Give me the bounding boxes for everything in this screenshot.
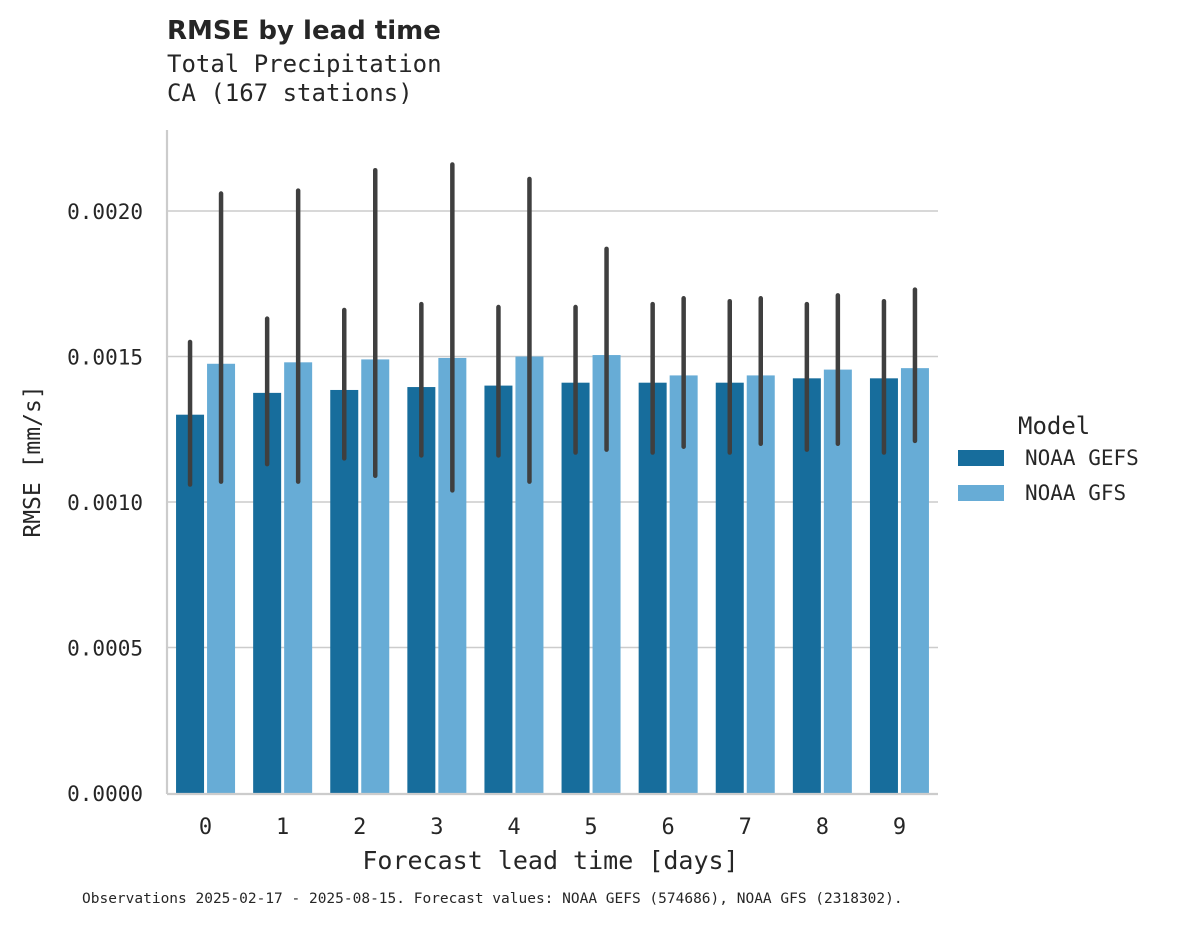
axes — [165, 130, 938, 796]
legend-label-gfs: NOAA GFS — [1025, 480, 1127, 505]
error-bars — [187, 162, 918, 493]
chart-title: RMSE by lead time — [167, 16, 441, 46]
grid-lines — [167, 210, 938, 649]
legend-swatch-gfs — [958, 484, 1004, 501]
legend-swatch-gefs — [958, 449, 1004, 466]
legend-title: Model — [1018, 412, 1091, 440]
footnote: Observations 2025-02-17 - 2025-08-15. Fo… — [82, 891, 903, 907]
x-tick-label: 3 — [430, 815, 443, 840]
x-tick-labels: 0 1 2 3 4 5 6 7 8 9 — [199, 815, 906, 840]
bars — [176, 355, 929, 793]
y-tick-label: 0.0010 — [67, 491, 143, 515]
x-tick-label: 8 — [816, 815, 829, 840]
x-tick-label: 9 — [893, 815, 906, 840]
x-tick-label: 6 — [662, 815, 675, 840]
legend-item-gfs: NOAA GFS — [958, 475, 1139, 510]
y-tick-label: 0.0000 — [67, 782, 143, 806]
y-tick-label: 0.0005 — [67, 637, 143, 661]
chart-subtitle-variable: Total Precipitation — [167, 50, 442, 78]
x-tick-label: 5 — [584, 815, 597, 840]
legend-item-gefs: NOAA GEFS — [958, 440, 1139, 475]
x-tick-label: 0 — [199, 815, 212, 840]
y-tick-label: 0.0015 — [67, 346, 143, 370]
x-tick-label: 4 — [507, 815, 520, 840]
x-tick-label: 1 — [276, 815, 289, 840]
legend: Model NOAA GEFS NOAA GFS — [958, 412, 1139, 510]
y-tick-labels: 0.0000 0.0005 0.0010 0.0015 0.0020 — [67, 200, 143, 806]
x-tick-label: 2 — [353, 815, 366, 840]
y-axis-label: RMSE [mm/s] — [20, 385, 46, 537]
x-tick-label: 7 — [739, 815, 752, 840]
chart-subtitle-region: CA (167 stations) — [167, 79, 413, 107]
x-axis-label: Forecast lead time [days] — [362, 846, 738, 875]
y-tick-label: 0.0020 — [67, 200, 143, 224]
legend-label-gefs: NOAA GEFS — [1025, 445, 1139, 470]
